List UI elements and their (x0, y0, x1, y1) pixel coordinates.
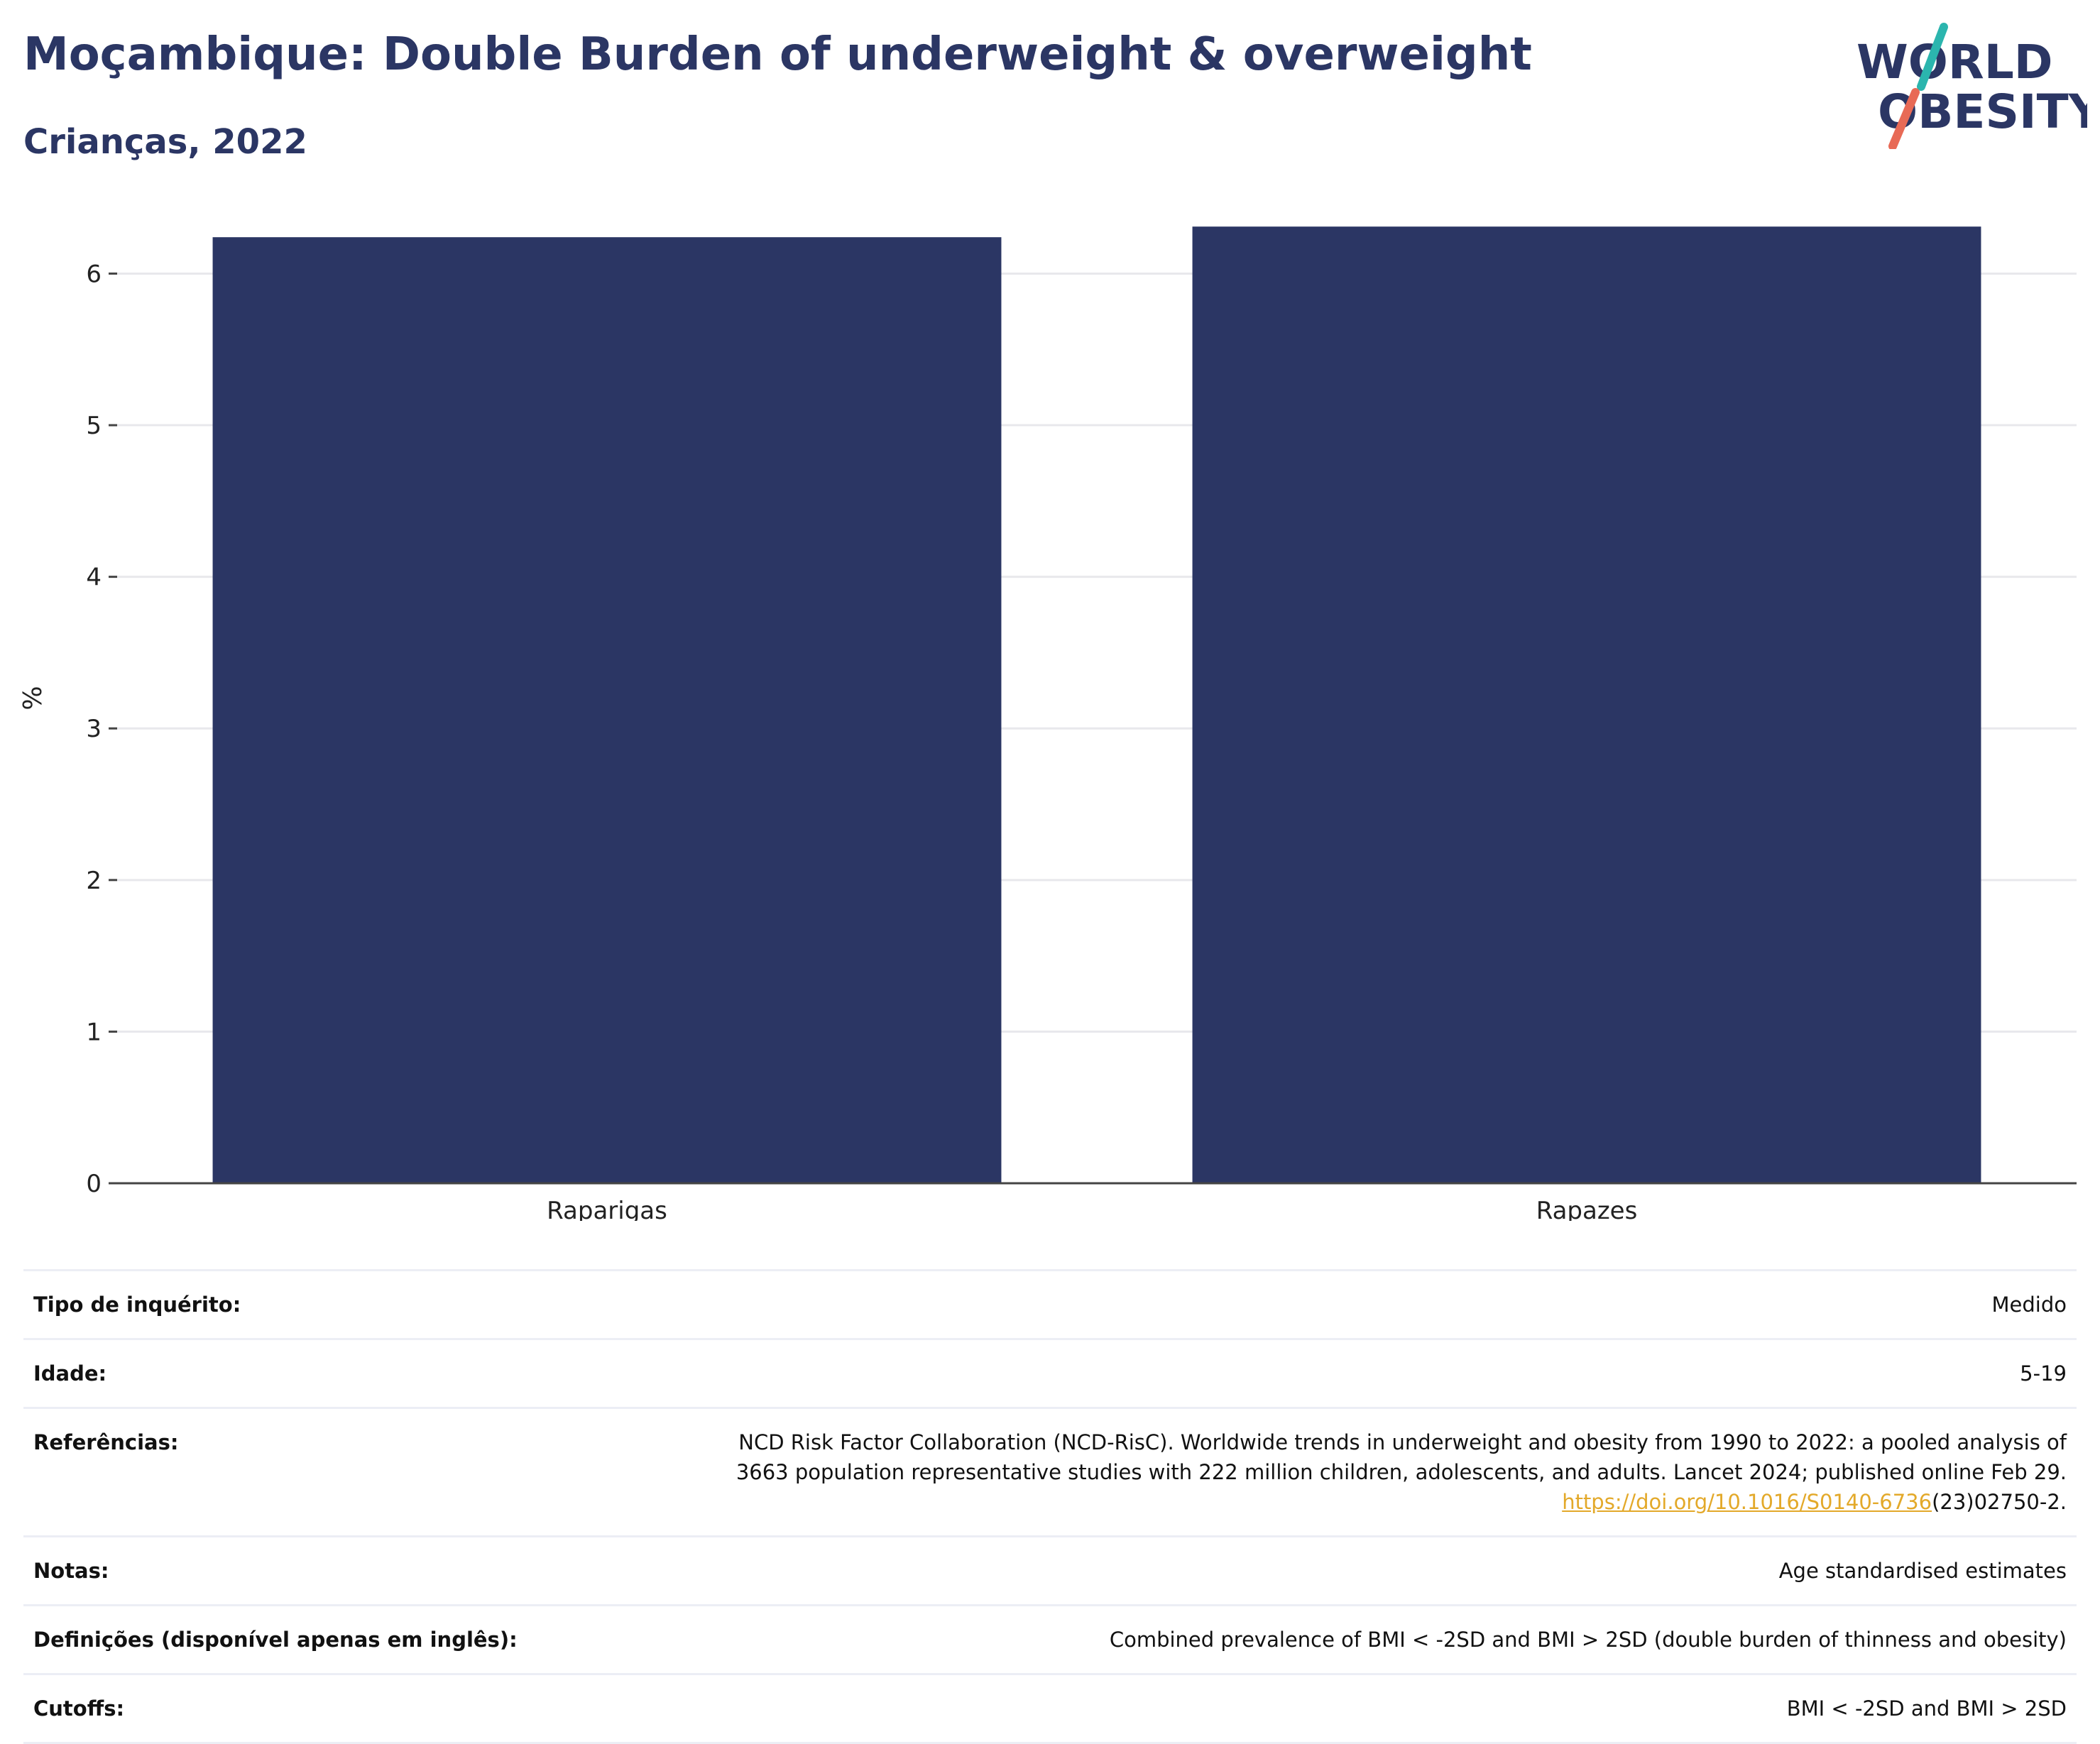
info-value: Medido (1991, 1293, 2067, 1317)
bar-raparigas (212, 237, 1002, 1183)
info-row-notes: Notas: Age standardised estimates (23, 1536, 2077, 1606)
info-row-age: Idade: 5-19 (23, 1339, 2077, 1408)
info-table: Tipo de inquérito: Medido Idade: 5-19 Re… (23, 1269, 2077, 1744)
y-tick-label: 6 (86, 260, 102, 288)
info-value: BMI < -2SD and BMI > 2SD (1786, 1696, 2067, 1721)
y-tick-label: 5 (86, 412, 102, 440)
info-label: Idade: (33, 1361, 107, 1386)
x-tick-label: Rapazes (1536, 1197, 1638, 1221)
info-value: Combined prevalence of BMI < -2SD and BM… (1109, 1628, 2067, 1652)
info-row-definitions: Definições (disponível apenas em inglês)… (23, 1605, 2077, 1674)
y-tick-label: 3 (86, 715, 102, 743)
reference-line-1: NCD Risk Factor Collaboration (NCD-RisC)… (738, 1430, 2067, 1454)
doi-link[interactable]: https://doi.org/10.1016/S0140-6736 (1562, 1490, 1932, 1514)
bar-rapazes (1192, 226, 1981, 1184)
chart-title: Moçambique: Double Burden of underweight… (23, 28, 1532, 81)
info-value: NCD Risk Factor Collaboration (NCD-RisC)… (583, 1408, 2077, 1537)
info-label: Definições (disponível apenas em inglês)… (33, 1628, 518, 1652)
y-tick-label: 4 (86, 564, 102, 592)
y-tick-label: 1 (86, 1018, 102, 1046)
y-tick-labels: 0 1 2 3 4 5 6 (86, 260, 117, 1198)
info-label: Cutoffs: (33, 1696, 125, 1721)
x-tick-label: Raparigas (547, 1197, 667, 1221)
info-row-cutoffs: Cutoffs: BMI < -2SD and BMI > 2SD (23, 1674, 2077, 1743)
info-label: Tipo de inquérito: (33, 1293, 241, 1317)
info-label: Notas: (33, 1559, 109, 1583)
y-tick-label: 0 (86, 1170, 102, 1198)
bars (212, 226, 1981, 1184)
svg-text:WORLD: WORLD (1856, 35, 2053, 89)
info-label: Referências: (33, 1430, 179, 1454)
reference-line-2: 3663 population representative studies w… (735, 1460, 2067, 1484)
y-tick-label: 2 (86, 867, 102, 895)
x-tick-labels: Raparigas Rapazes (547, 1197, 1637, 1221)
info-row-references: Referências: NCD Risk Factor Collaborati… (23, 1408, 2077, 1537)
logo-slash-coral (1888, 88, 1920, 149)
info-row-survey-type: Tipo de inquérito: Medido (23, 1270, 2077, 1339)
logo-slash-teal (1917, 23, 1948, 91)
chart-subtitle: Crianças, 2022 (23, 122, 307, 162)
bar-chart: 0 1 2 3 4 5 6 Raparigas Rapazes % (18, 226, 2077, 1221)
doi-suffix: (23)02750-2. (1932, 1490, 2067, 1514)
info-value: Age standardised estimates (1778, 1559, 2067, 1583)
world-obesity-logo: WORLD OBESITY (1856, 23, 2087, 149)
y-axis-title: % (18, 686, 48, 710)
info-value: 5-19 (2020, 1361, 2067, 1386)
